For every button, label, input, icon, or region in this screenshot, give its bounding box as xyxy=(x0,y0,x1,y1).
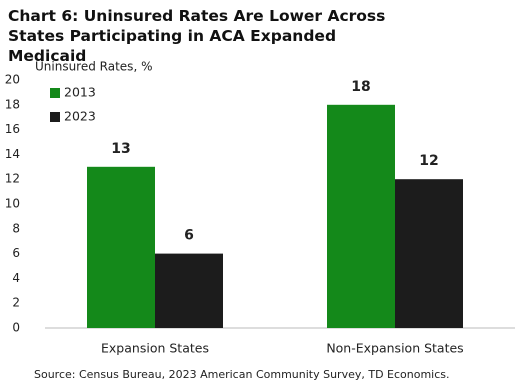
x-tick-label: Expansion States xyxy=(101,341,209,356)
legend-swatch xyxy=(50,88,60,98)
legend-label: 2023 xyxy=(64,109,96,124)
y-tick-label: 6 xyxy=(12,246,20,260)
y-tick-label: 18 xyxy=(5,97,20,111)
bar xyxy=(395,179,463,328)
legend-label: 2013 xyxy=(64,85,96,100)
y-tick-label: 2 xyxy=(12,296,20,310)
y-tick-label: 20 xyxy=(5,73,20,87)
y-tick-label: 8 xyxy=(12,221,20,235)
y-tick-label: 14 xyxy=(5,147,20,161)
data-label: 6 xyxy=(184,228,194,244)
data-label: 12 xyxy=(419,153,438,169)
y-tick-label: 12 xyxy=(5,172,20,186)
y-tick-label: 16 xyxy=(5,122,20,136)
source-note: Source: Census Bureau, 2023 American Com… xyxy=(34,368,450,381)
y-axis-label: Uninsured Rates, % xyxy=(35,60,152,74)
bar xyxy=(87,166,155,328)
legend-swatch xyxy=(50,112,60,122)
y-tick-label: 10 xyxy=(5,197,20,211)
data-label: 13 xyxy=(111,141,130,157)
x-tick-label: Non-Expansion States xyxy=(326,341,463,356)
y-tick-label: 4 xyxy=(12,271,20,285)
chart-title: Chart 6: Uninsured Rates Are Lower Acros… xyxy=(8,7,386,65)
bar xyxy=(155,253,223,328)
bar xyxy=(327,104,395,328)
data-label: 18 xyxy=(351,79,370,95)
y-tick-label: 0 xyxy=(12,321,20,335)
